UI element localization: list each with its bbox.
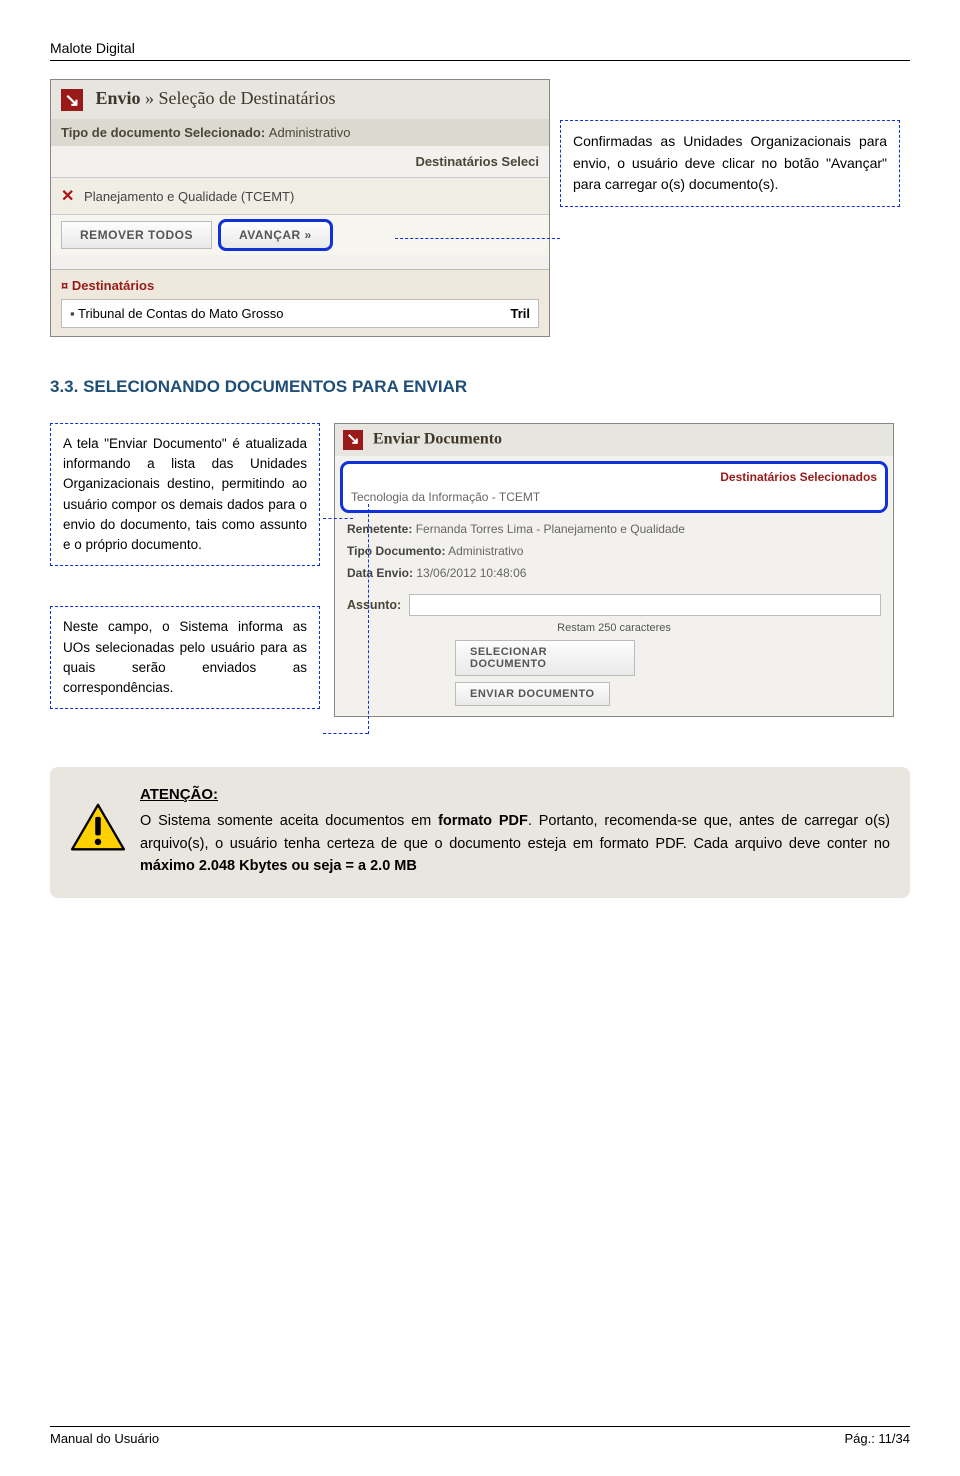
- doc-type-label: Tipo de documento Selecionado:: [61, 125, 265, 140]
- attention-title: ATENÇÃO:: [140, 783, 890, 806]
- callout-tela-enviar: A tela "Enviar Documento" é atualizada i…: [50, 423, 320, 567]
- destinatarios-heading: ¤ Destinatários: [61, 278, 539, 293]
- doc-buttons-stack: SELECIONAR DOCUMENTO ENVIAR DOCUMENTO: [335, 640, 635, 716]
- breadcrumb-rest: Seleção de Destinatários: [159, 88, 336, 108]
- screenshot-envio-selecao: ↘ Envio » Seleção de Destinatários Tipo …: [50, 79, 550, 337]
- restam-counter: Restam 250 caracteres: [335, 620, 893, 640]
- footer-right: Pág.: 11/34: [844, 1431, 910, 1446]
- callout-connector-2b: [323, 733, 368, 734]
- arrow-down-icon: ↘: [61, 89, 83, 111]
- avancar-button[interactable]: AVANÇAR »: [220, 221, 331, 249]
- footer-left: Manual do Usuário: [50, 1431, 159, 1446]
- callout-connector-1: [395, 238, 560, 239]
- breadcrumb-sep: »: [141, 88, 159, 108]
- enviar-doc-title: ↘ Enviar Documento: [335, 424, 893, 456]
- warning-icon: [70, 803, 126, 853]
- attn-body-bold1: formato PDF: [438, 813, 528, 829]
- breadcrumb-bold: Envio: [96, 88, 141, 108]
- assunto-input[interactable]: [409, 594, 881, 616]
- callout-confirmadas: Confirmadas as Unidades Organizacionais …: [560, 120, 900, 207]
- selected-org-label: Planejamento e Qualidade (TCEMT): [84, 189, 294, 204]
- section-heading-3-3: 3.3. SELECIONANDO DOCUMENTOS PARA ENVIAR: [50, 377, 910, 397]
- doc-type-row: Tipo de documento Selecionado: Administr…: [51, 119, 549, 146]
- data-envio-row: Data Envio: 13/06/2012 10:48:06: [335, 562, 893, 584]
- arrow-down-icon: ↘: [343, 430, 363, 450]
- destinatarios-selecionados-box: Destinatários Selecionados Tecnologia da…: [343, 464, 885, 510]
- dest-cut-text: Tril: [510, 306, 530, 321]
- destinatarios-section: ¤ Destinatários Tribunal de Contas do Ma…: [51, 269, 549, 336]
- screenshot-enviar-documento: ↘ Enviar Documento Destinatários Selecio…: [334, 423, 894, 717]
- attention-box: ATENÇÃO: O Sistema somente aceita docume…: [50, 767, 910, 898]
- button-row: REMOVER TODOS AVANÇAR »: [51, 214, 549, 255]
- attn-body-bold2: máximo 2.048 Kbytes ou seja = a 2.0 MB: [140, 858, 417, 874]
- enviar-documento-button[interactable]: ENVIAR DOCUMENTO: [455, 682, 610, 706]
- dest-sel-label: Destinatários Selecionados: [720, 470, 877, 484]
- dest-sel-value: Tecnologia da Informação - TCEMT: [351, 484, 877, 504]
- doc-header-title: Malote Digital: [50, 40, 910, 56]
- selecionar-documento-button[interactable]: SELECIONAR DOCUMENTO: [455, 640, 635, 676]
- callout-connector-2a: [323, 518, 353, 519]
- remover-todos-button[interactable]: REMOVER TODOS: [61, 221, 212, 249]
- header-divider: [50, 60, 910, 61]
- breadcrumb-bar: ↘ Envio » Seleção de Destinatários: [51, 80, 549, 119]
- attn-body-pre: O Sistema somente aceita documentos em: [140, 813, 438, 829]
- assunto-row: Assunto:: [335, 584, 893, 620]
- remove-x-icon[interactable]: ✕: [61, 188, 74, 205]
- remetente-row: Remetente: Fernanda Torres Lima - Planej…: [335, 518, 893, 540]
- callout-neste-campo: Neste campo, o Sistema informa as UOs se…: [50, 606, 320, 709]
- page-footer: Manual do Usuário Pág.: 11/34: [50, 1426, 910, 1446]
- doc-type-value: Administrativo: [269, 125, 351, 140]
- tipo-doc-row: Tipo Documento: Administrativo: [335, 540, 893, 562]
- assunto-label: Assunto:: [347, 598, 401, 612]
- destinatarios-list: Tribunal de Contas do Mato Grosso Tril: [61, 299, 539, 328]
- destinatario-item[interactable]: Tribunal de Contas do Mato Grosso: [70, 306, 283, 321]
- dest-selected-header: Destinatários Seleci: [51, 146, 549, 177]
- selected-org-row[interactable]: ✕ Planejamento e Qualidade (TCEMT): [51, 177, 549, 214]
